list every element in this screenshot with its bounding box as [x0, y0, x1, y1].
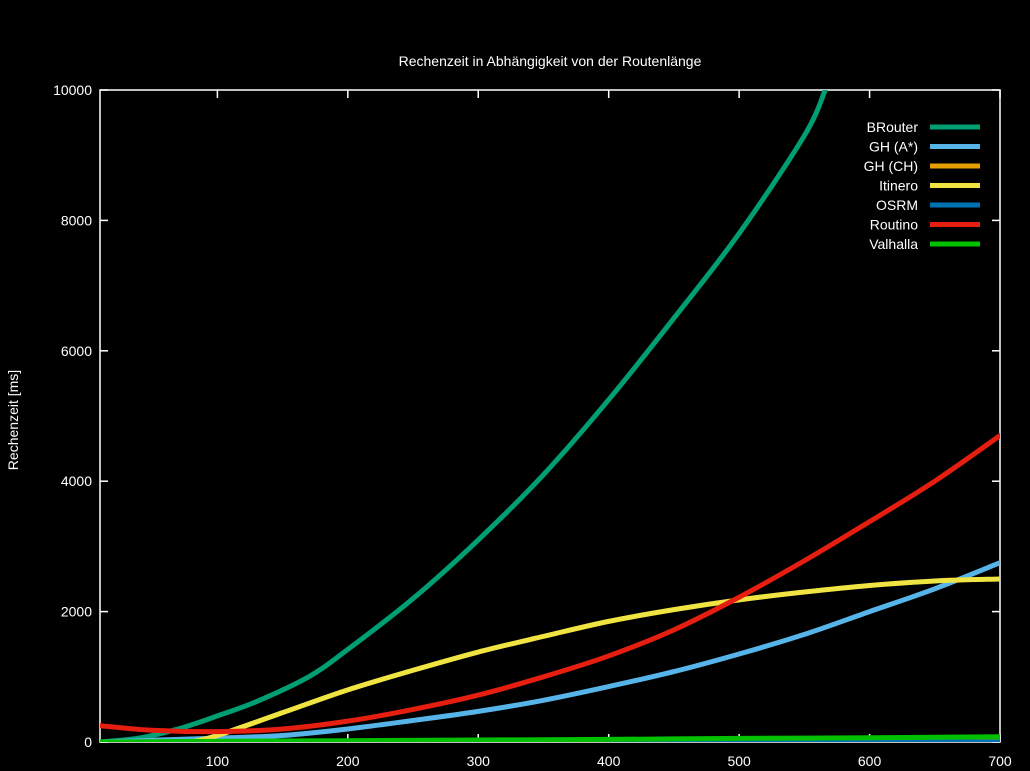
x-tick-label: 100: [206, 753, 230, 769]
legend-label-valhalla: Valhalla: [869, 236, 918, 252]
legend-label-gh-ch: GH (CH): [864, 158, 918, 174]
x-tick-label: 200: [336, 753, 360, 769]
chart-title: Rechenzeit in Abhängigkeit von der Route…: [399, 53, 702, 69]
x-tick-label: 300: [467, 753, 491, 769]
legend-label-gh-a: GH (A*): [869, 139, 918, 155]
series-line-gh-a: [100, 560, 1000, 742]
y-tick-label: 8000: [61, 212, 92, 228]
legend: BRouter GH (A*) GH (CH) Itinero OSRM Routino V…: [864, 119, 980, 252]
plot-frame: [99, 89, 1001, 743]
series-group: [100, 90, 1000, 742]
series-line-routino: [100, 433, 1000, 735]
legend-label-itinero: Itinero: [879, 178, 918, 194]
x-tick-label: 400: [597, 753, 621, 769]
legend-label-osrm: OSRM: [876, 197, 918, 213]
legend-label-routino: Routino: [870, 217, 918, 233]
y-tick-label: 10000: [53, 82, 92, 98]
y-tick-label: 0: [84, 734, 92, 750]
series-line-brouter: [100, 90, 828, 742]
y-tick-label: 2000: [61, 604, 92, 620]
y-axis-label: Rechenzeit [ms]: [5, 370, 21, 470]
y-tick-label: 6000: [61, 343, 92, 359]
legend-label-brouter: BRouter: [867, 119, 919, 135]
x-tick-label: 600: [858, 753, 882, 769]
y-axis: 0 2000 4000 6000 8000 10000: [53, 82, 1000, 750]
series-line-itinero: [188, 576, 1000, 742]
y-tick-label: 4000: [61, 473, 92, 489]
series-line-valhalla: [100, 734, 1000, 742]
x-tick-label: 500: [727, 753, 751, 769]
x-tick-label: 700: [988, 753, 1012, 769]
